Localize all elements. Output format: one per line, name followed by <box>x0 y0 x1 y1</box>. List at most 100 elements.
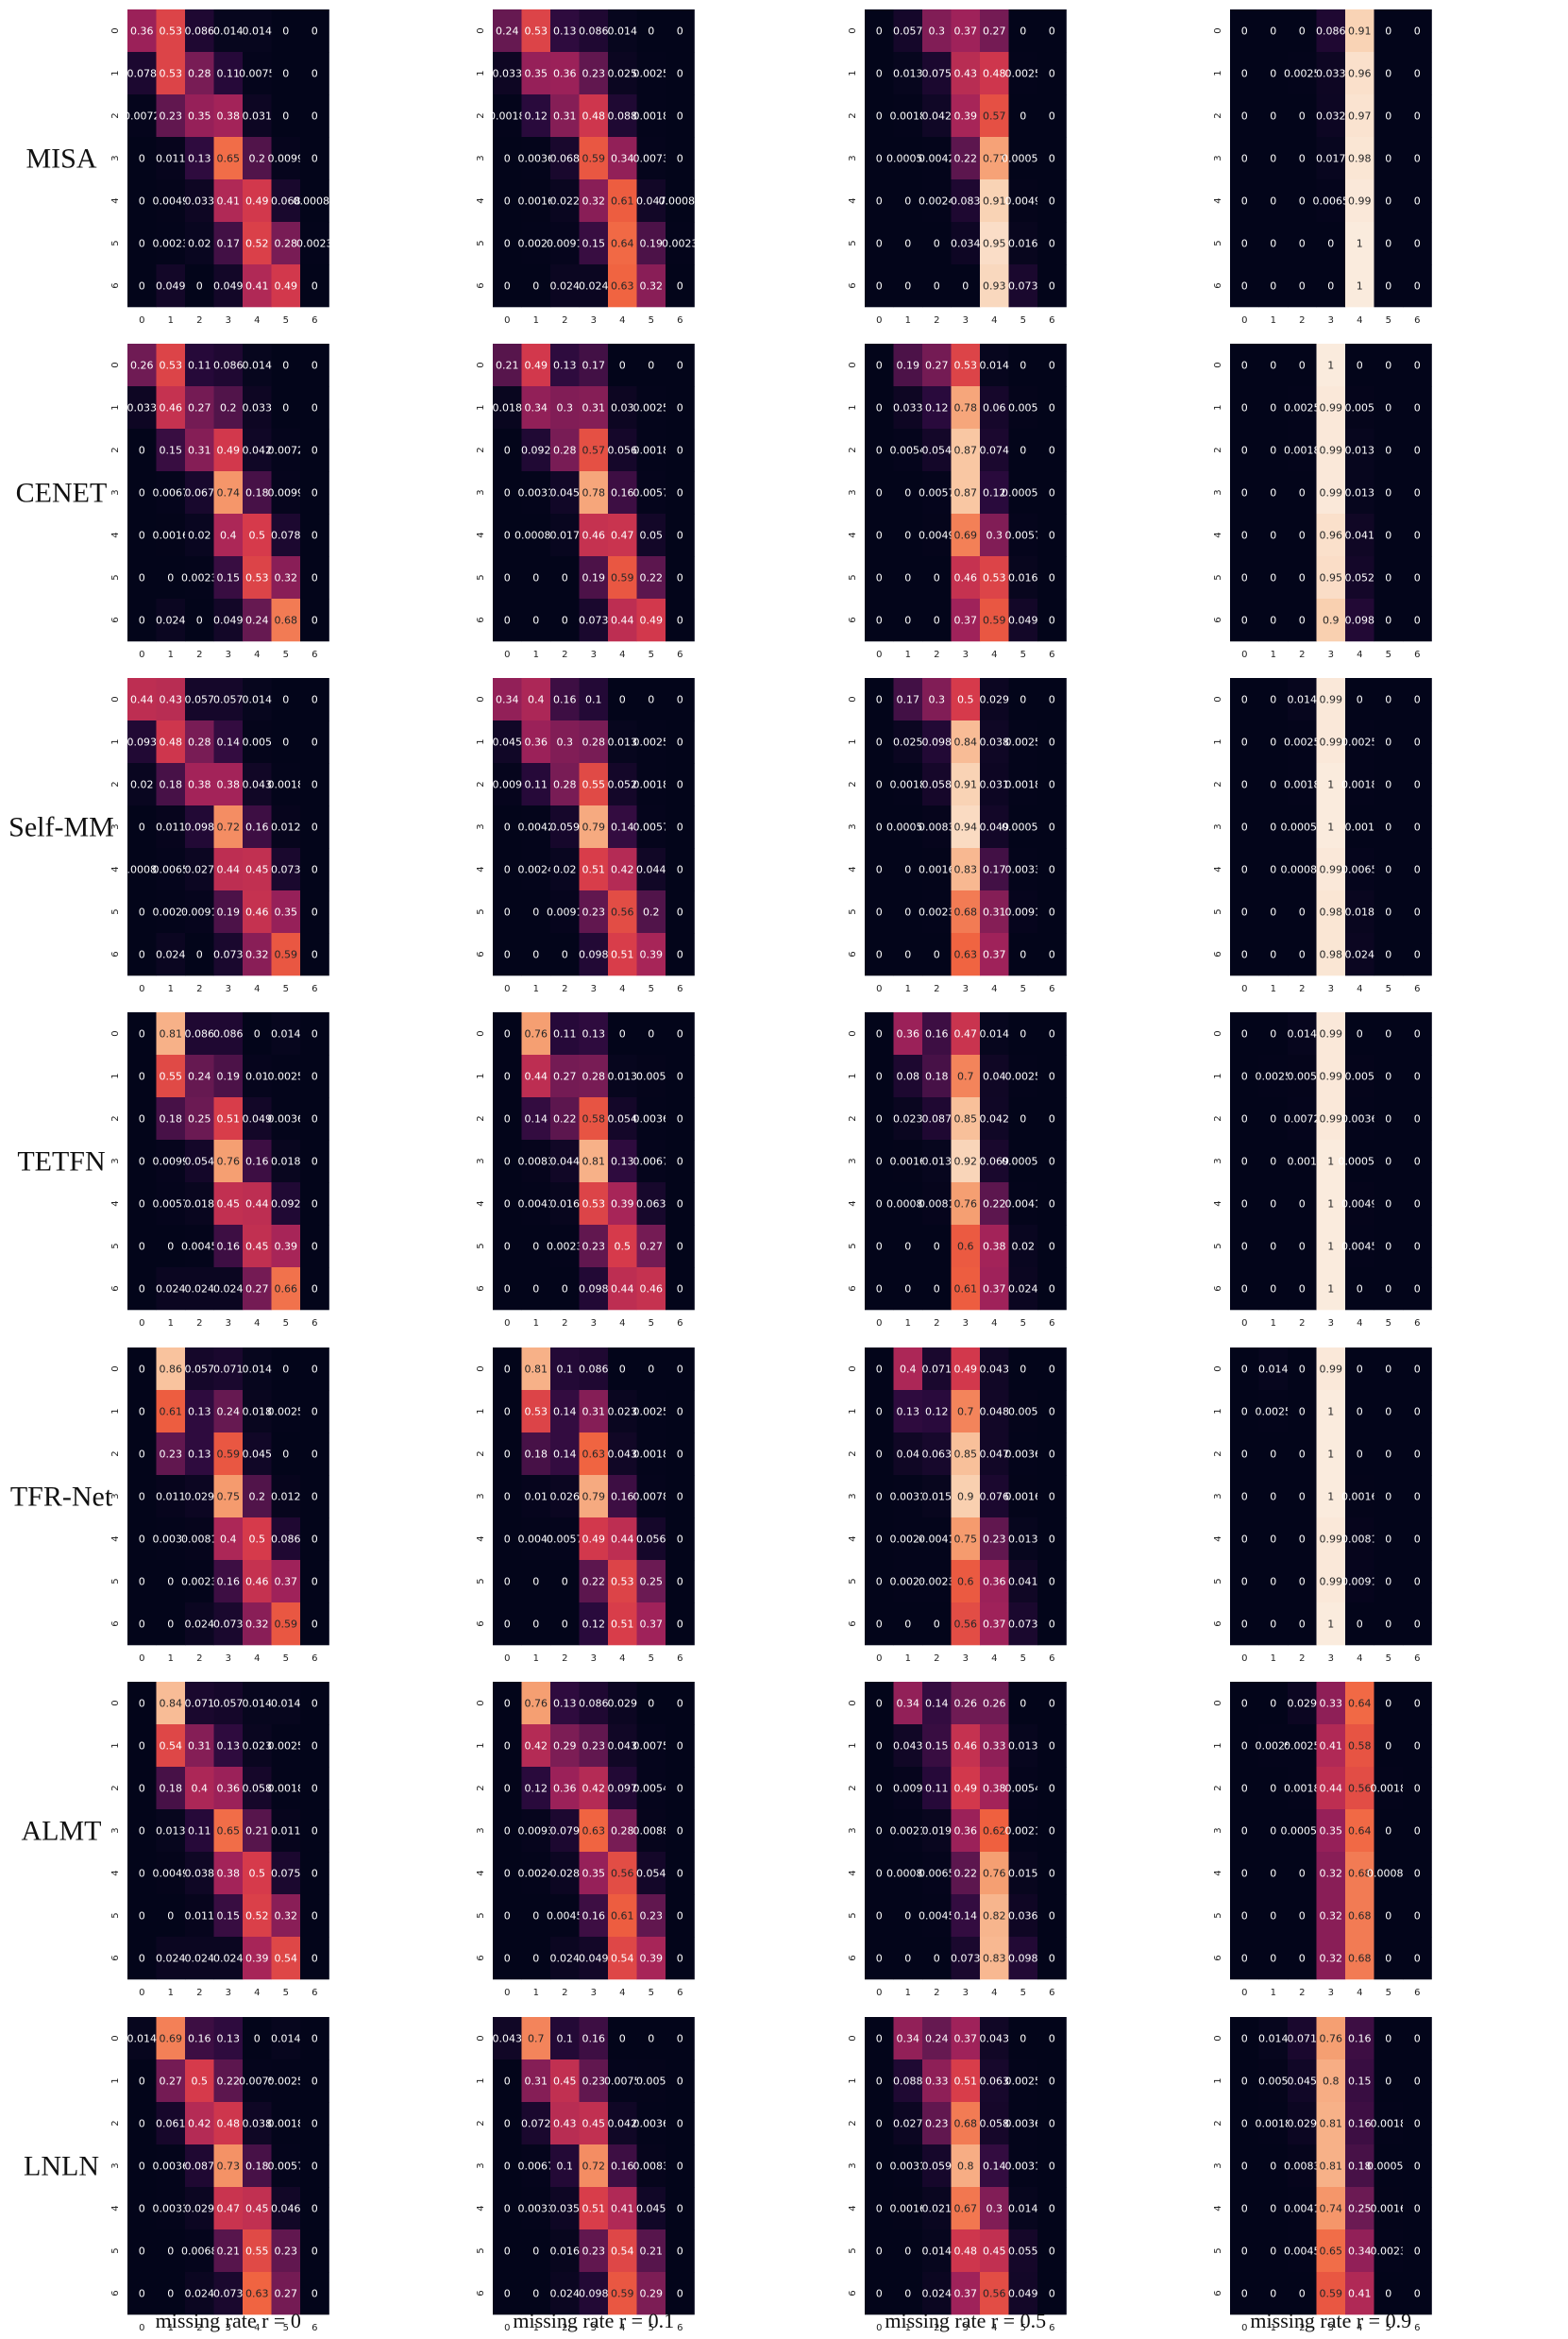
x-tick-label: 6 <box>677 1318 683 1329</box>
cell-value-label: 0 <box>504 1953 511 1965</box>
cell-value-label: 0.0016 <box>1371 2203 1408 2215</box>
y-tick-label: 4 <box>1213 1200 1223 1206</box>
cell-value-label: 0.024 <box>156 949 186 961</box>
cell-value-label: 0.0033 <box>518 2203 555 2215</box>
heatmap-cell <box>521 222 551 265</box>
cell-value-label: 0.7 <box>957 1071 974 1083</box>
heatmap-cell <box>185 386 214 430</box>
x-tick-label: 6 <box>1049 315 1054 326</box>
cell-value-label: 0.7 <box>528 2033 545 2045</box>
cell-value-label: 0 <box>1241 2118 1248 2130</box>
cell-value-label: 0.059 <box>922 2161 953 2173</box>
cell-value-label: 0 <box>1414 2161 1421 2173</box>
x-tick-label: 0 <box>1241 2323 1247 2333</box>
y-tick-label: 1 <box>848 738 858 744</box>
cell-value-label: 0.4 <box>220 1534 237 1546</box>
model-label: LNLN <box>24 2151 99 2182</box>
x-tick-label: 0 <box>139 2323 144 2333</box>
x-tick-label: 4 <box>991 650 997 660</box>
y-tick-label: 2 <box>1213 1450 1223 1456</box>
cell-value-label: 0.55 <box>245 2246 269 2258</box>
y-tick-label: 6 <box>848 1285 858 1291</box>
x-tick-label: 1 <box>533 1988 539 1998</box>
cell-value-label: 0 <box>139 1619 145 1631</box>
cell-value-label: 0 <box>167 1619 174 1631</box>
y-tick-label: 5 <box>110 2247 121 2253</box>
cell-value-label: 0 <box>876 694 883 706</box>
cell-value-label: 0.0025 <box>1005 68 1042 80</box>
cell-value-label: 0.99 <box>1320 487 1343 500</box>
heatmap-cell <box>1316 556 1346 600</box>
y-tick-label: 4 <box>476 1870 486 1875</box>
model-label: TETFN <box>17 1146 105 1178</box>
cell-value-label: 0 <box>876 2033 883 2045</box>
cell-value-label: 0 <box>648 1028 654 1041</box>
cell-value-label: 0.38 <box>188 779 211 791</box>
cell-value-label: 0 <box>312 1868 318 1880</box>
cell-value-label: 0 <box>1270 445 1276 457</box>
cell-value-label: 0.0099 <box>153 1156 190 1168</box>
cell-value-label: 0 <box>1241 1028 1248 1041</box>
x-tick-label: 3 <box>591 984 597 994</box>
cell-value-label: 0.17 <box>582 360 606 372</box>
cell-value-label: 0.64 <box>1348 1825 1372 1838</box>
heatmap-cell <box>493 514 522 557</box>
cell-value-label: 0.033 <box>127 402 158 415</box>
cell-value-label: 0.061 <box>156 2118 186 2130</box>
x-tick-label: 5 <box>283 650 289 660</box>
cell-value-label: 0 <box>312 280 318 293</box>
heatmap-cell <box>127 514 157 557</box>
x-tick-label: 5 <box>1386 650 1391 660</box>
heatmap-cell <box>1403 471 1432 515</box>
cell-value-label: 0.024 <box>185 1953 215 1965</box>
y-tick-label: 6 <box>476 617 486 622</box>
cell-value-label: 0.18 <box>160 1113 183 1126</box>
cell-value-label: 0.32 <box>275 572 298 585</box>
cell-value-label: 0 <box>1270 2246 1276 2258</box>
cell-value-label: 0.46 <box>582 530 606 542</box>
cell-value-label: 0.18 <box>925 1071 949 1083</box>
cell-value-label: 0 <box>1049 2161 1055 2173</box>
y-tick-label: 2 <box>110 1450 121 1456</box>
cell-value-label: 0.0083 <box>518 1156 555 1168</box>
x-tick-label: 6 <box>312 2323 317 2333</box>
x-tick-label: 5 <box>1386 315 1391 326</box>
cell-value-label: 0 <box>1414 530 1421 542</box>
heatmap-cell <box>300 514 329 557</box>
x-tick-label: 2 <box>562 315 567 326</box>
x-tick-label: 5 <box>649 1653 654 1664</box>
cell-value-label: 0 <box>1299 1534 1306 1546</box>
heatmap-cell <box>243 9 272 53</box>
x-tick-label: 3 <box>963 315 969 326</box>
y-tick-label: 4 <box>110 1200 121 1206</box>
y-tick-label: 5 <box>1213 1578 1223 1584</box>
cell-value-label: 0 <box>1049 402 1055 415</box>
cell-value-label: 0.55 <box>160 1071 183 1083</box>
cell-value-label: 0 <box>139 1910 145 1923</box>
x-tick-label: 0 <box>504 2323 510 2333</box>
cell-value-label: 0.02 <box>553 864 577 876</box>
heatmap-cell <box>666 9 695 53</box>
x-tick-label: 0 <box>876 984 882 994</box>
y-tick-label: 2 <box>1213 1115 1223 1121</box>
heatmap-cell <box>608 179 637 223</box>
cell-value-label: 0 <box>677 1113 683 1126</box>
cell-value-label: 0.014 <box>213 25 244 38</box>
cell-value-label: 0.013 <box>608 1071 638 1083</box>
cell-value-label: 0.83 <box>954 864 978 876</box>
heatmap-cell <box>1403 9 1432 53</box>
cell-value-label: 0.24 <box>496 25 519 38</box>
cell-value-label: 0.016 <box>550 2246 581 2258</box>
cell-value-label: 0.0036 <box>633 1113 670 1126</box>
heatmap-cell <box>1345 471 1374 515</box>
cell-value-label: 0 <box>1049 2246 1055 2258</box>
cell-value-label: 0.0023 <box>296 238 333 250</box>
cell-value-label: 0.5 <box>957 694 974 706</box>
x-tick-label: 1 <box>168 1653 174 1664</box>
cell-value-label: 0 <box>677 68 683 80</box>
cell-value-label: 0.0016 <box>153 530 190 542</box>
cell-value-label: 0.0025 <box>1284 737 1321 749</box>
cell-value-label: 0.22 <box>582 1576 606 1588</box>
heatmap-cell <box>922 52 952 95</box>
cell-value-label: 0 <box>1270 615 1276 627</box>
